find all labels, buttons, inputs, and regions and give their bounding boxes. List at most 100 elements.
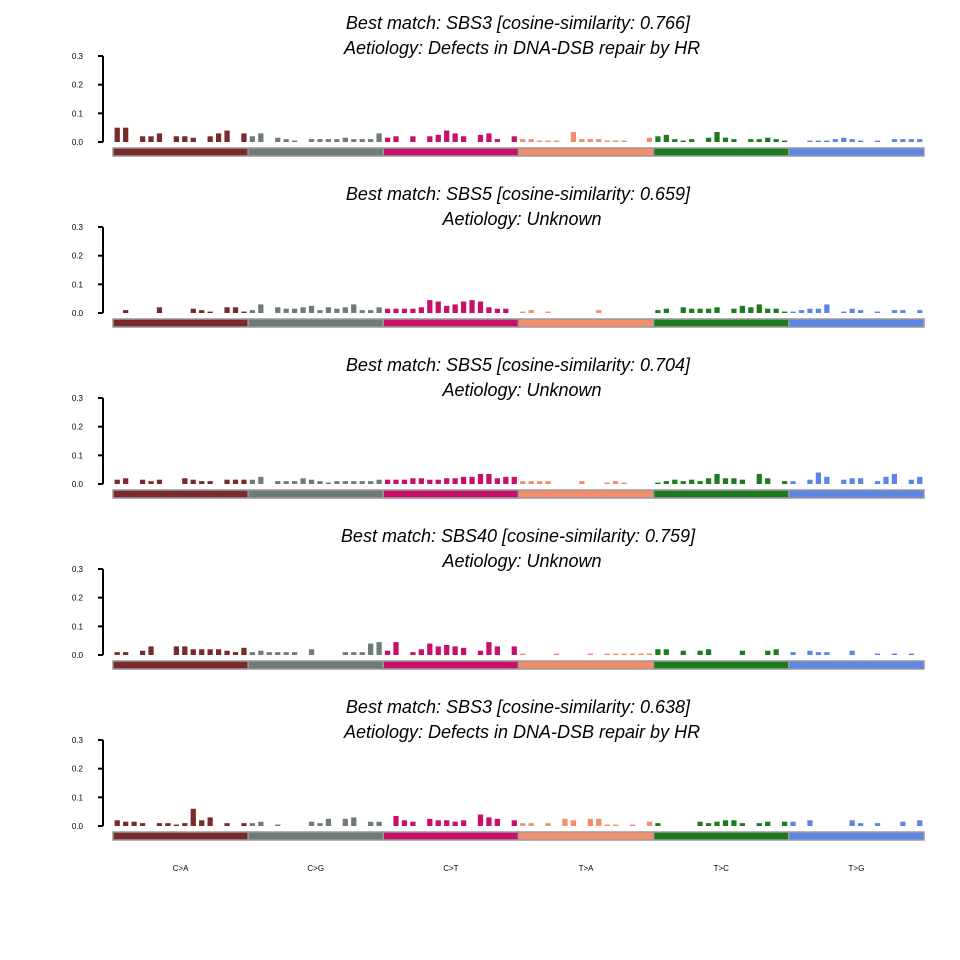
bar [689,139,695,142]
bar [325,139,332,142]
bar [232,652,239,655]
bar [249,136,256,142]
bar [368,139,374,142]
bar [891,139,898,142]
bar [266,652,272,655]
bar [663,308,669,313]
bar [553,140,560,142]
bar [376,307,382,313]
bar [731,139,737,142]
bar [714,131,720,142]
bar [790,652,796,655]
bar [790,481,796,484]
bar [241,133,247,142]
bar [156,823,163,826]
bar [486,642,492,655]
bar [292,140,298,142]
bar [300,307,306,313]
bar [494,646,500,655]
bar [629,824,636,826]
bar [748,307,754,313]
bar [714,821,720,826]
bar [807,820,813,826]
bar [841,479,847,484]
bar [384,137,391,142]
bar [452,646,458,655]
bar [739,650,745,655]
bar [342,481,348,484]
bar [672,479,678,484]
bar [190,479,196,484]
y-tick-label: 0.1 [72,451,84,460]
bar [452,478,458,484]
bar [334,139,340,142]
bar [359,481,365,484]
category-strip-2 [382,147,520,157]
bar [182,646,188,655]
bar [334,481,340,484]
bar [190,137,196,142]
bar [334,308,340,313]
bar [275,481,281,484]
bar [655,136,661,142]
bar [215,649,222,655]
bar [697,308,703,313]
category-strip-3 [517,318,655,328]
bar [689,479,695,484]
bar [224,307,230,313]
bar [891,473,898,484]
bar [156,133,163,142]
bar [807,650,813,655]
y-tick-label: 0.3 [72,565,84,574]
bar [460,647,467,655]
bar [444,820,450,826]
bar [841,311,847,313]
bar [604,653,610,655]
bar [705,308,712,313]
bar [123,821,129,826]
bar [224,479,230,484]
bar [553,653,560,655]
bar [351,139,357,142]
bar [427,300,433,313]
y-tick-label: 0.1 [72,109,84,118]
bar [604,482,610,484]
bar [908,139,914,142]
bar [283,308,289,313]
bar [697,481,703,484]
bar [562,818,568,826]
category-strip-2 [382,318,520,328]
bar [427,479,433,484]
category-strip-1 [247,318,385,328]
bar [393,479,399,484]
bar [190,649,196,655]
bar [359,139,365,142]
bar [156,307,163,313]
category-strip-4 [652,318,790,328]
bar [207,481,213,484]
bar [520,823,526,826]
bar [199,820,205,826]
bar [368,310,374,313]
bar [579,139,585,142]
bar [697,650,703,655]
bar [435,134,441,142]
bar [123,652,129,655]
panel-title-line2: Aetiology: Defects in DNA-DSB repair by … [343,722,700,742]
bar [874,653,881,655]
bar [325,307,332,313]
bar [604,824,610,826]
bar [486,817,492,826]
y-tick-label: 0.1 [72,622,84,631]
bar [224,650,230,655]
bar [748,139,754,142]
bar [325,482,332,484]
bar [351,652,357,655]
y-tick-label: 0.0 [72,822,84,831]
bar [858,140,864,142]
bar [486,307,492,313]
category-strip-5 [788,831,925,841]
bar [570,820,577,826]
bar [613,824,619,826]
